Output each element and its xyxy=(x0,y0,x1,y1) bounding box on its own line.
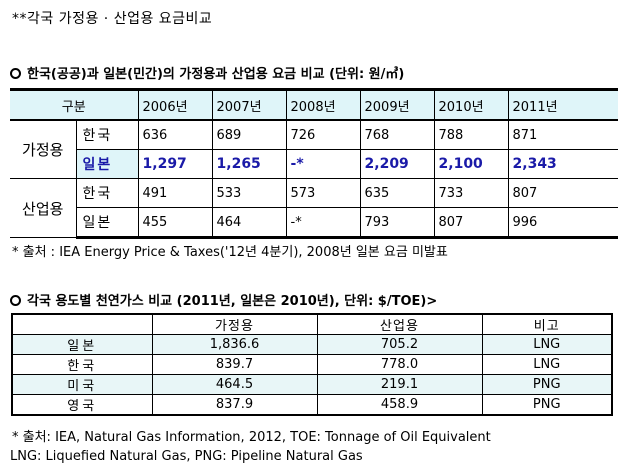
natural-gas-comparison-table: 가정용 산업용 비고 일본 1,836.6 705.2 LNG 한국 839.7… xyxy=(11,313,613,416)
value-cell: 2,343 xyxy=(507,149,619,179)
value-cell: 2,209 xyxy=(359,149,435,179)
table-row: 일본 1,836.6 705.2 LNG xyxy=(11,334,613,355)
value-cell: 464.5 xyxy=(151,374,318,395)
value-cell: 871 xyxy=(507,120,619,150)
column-header: 2007년 xyxy=(211,88,287,121)
column-header: 2008년 xyxy=(285,88,361,121)
remark-cell: PNG xyxy=(481,394,613,416)
value-cell: 837.9 xyxy=(151,394,318,416)
circle-bullet-icon xyxy=(10,68,21,79)
value-cell: 636 xyxy=(137,120,213,150)
country-cell: 한국 xyxy=(11,354,153,375)
page-title: **각국 가정용 · 산업용 요금비교 xyxy=(12,11,213,27)
source-note: * 출처: IEA, Natural Gas Information, 2012… xyxy=(12,430,491,445)
column-header: 구분 xyxy=(10,88,139,121)
group-label: 산업용 xyxy=(10,178,76,238)
value-cell: 219.1 xyxy=(316,374,483,395)
table-header-row: 가정용 산업용 비고 xyxy=(11,313,613,335)
column-header: 2006년 xyxy=(137,88,213,121)
country-cell: 미국 xyxy=(11,374,153,395)
value-cell: -* xyxy=(285,149,361,179)
circle-bullet-icon xyxy=(10,295,21,306)
remark-cell: PNG xyxy=(481,374,613,395)
section2-title: 각국 용도별 천연가스 비교 (2011년, 일본은 2010년), 단위: $… xyxy=(27,294,438,309)
table-row: 산업용 한국 491 533 573 635 733 807 xyxy=(10,178,619,238)
column-header: 비고 xyxy=(481,313,613,335)
value-cell: 726 xyxy=(285,120,361,150)
value-cell: 1,265 xyxy=(211,149,287,179)
country-cell: 한국 xyxy=(75,178,139,208)
value-cell: 458.9 xyxy=(316,394,483,416)
value-cell: 1,836.6 xyxy=(151,334,318,355)
column-header: 2010년 xyxy=(433,88,509,121)
section1-title: 한국(공공)과 일본(민간)의 가정용과 산업용 요금 비교 (단위: 원/㎥) xyxy=(27,67,405,82)
value-cell: 996 xyxy=(507,207,619,239)
value-cell: 807 xyxy=(507,178,619,208)
column-header: 2009년 xyxy=(359,88,435,121)
column-header xyxy=(11,313,153,335)
section1-heading: 한국(공공)과 일본(민간)의 가정용과 산업용 요금 비교 (단위: 원/㎥) xyxy=(10,63,404,82)
household-industrial-price-table: 구분 2006년 2007년 2008년 2009년 2010년 2011년 가… xyxy=(10,88,619,239)
country-cell: 일본 xyxy=(11,334,153,355)
value-cell: 533 xyxy=(211,178,287,208)
value-cell: -* xyxy=(285,207,361,239)
value-cell: 464 xyxy=(211,207,287,239)
country-cell: 일본 xyxy=(75,207,139,239)
value-cell: 1,297 xyxy=(137,149,213,179)
value-cell: 768 xyxy=(359,120,435,150)
value-cell: 793 xyxy=(359,207,435,239)
value-cell: 491 xyxy=(137,178,213,208)
value-cell: 788 xyxy=(433,120,509,150)
value-cell: 705.2 xyxy=(316,334,483,355)
table-row: 영국 837.9 458.9 PNG xyxy=(11,394,613,416)
country-cell: 영국 xyxy=(11,394,153,416)
value-cell: 573 xyxy=(285,178,361,208)
country-cell: 한국 xyxy=(75,120,139,150)
table-row: 한국 839.7 778.0 LNG xyxy=(11,354,613,375)
table-row: 일본 455 464 -* 793 807 996 xyxy=(10,207,619,239)
abbreviation-note: LNG: Liquefied Natural Gas, PNG: Pipelin… xyxy=(10,449,363,464)
table-header-row: 구분 2006년 2007년 2008년 2009년 2010년 2011년 xyxy=(10,88,619,121)
value-cell: 807 xyxy=(433,207,509,239)
value-cell: 689 xyxy=(211,120,287,150)
value-cell: 635 xyxy=(359,178,435,208)
value-cell: 2,100 xyxy=(433,149,509,179)
value-cell: 778.0 xyxy=(316,354,483,375)
table-row: 미국 464.5 219.1 PNG xyxy=(11,374,613,395)
remark-cell: LNG xyxy=(481,334,613,355)
source-note: * 출처 : IEA Energy Price & Taxes('12년 4분기… xyxy=(12,245,448,260)
value-cell: 733 xyxy=(433,178,509,208)
value-cell: 839.7 xyxy=(151,354,318,375)
value-cell: 455 xyxy=(137,207,213,239)
group-label: 가정용 xyxy=(10,120,76,179)
column-header: 2011년 xyxy=(507,88,619,121)
table-row-highlighted: 일본 1,297 1,265 -* 2,209 2,100 2,343 xyxy=(10,149,619,179)
country-cell: 일본 xyxy=(75,149,139,179)
column-header: 가정용 xyxy=(151,313,318,335)
remark-cell: LNG xyxy=(481,354,613,375)
table-row: 가정용 한국 636 689 726 768 788 871 xyxy=(10,120,619,179)
column-header: 산업용 xyxy=(316,313,483,335)
section2-heading: 각국 용도별 천연가스 비교 (2011년, 일본은 2010년), 단위: $… xyxy=(10,290,437,309)
